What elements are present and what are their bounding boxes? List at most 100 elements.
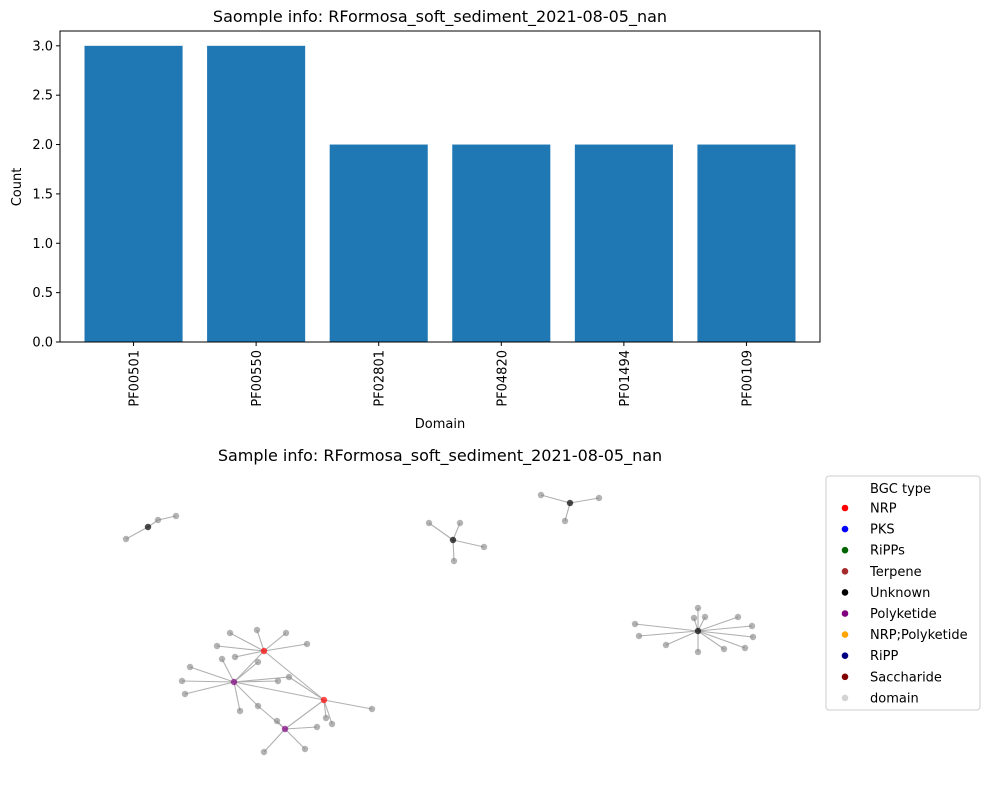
network-edge — [452, 539, 455, 562]
bar-chart-title: Saomple info: RFormosa_soft_sediment_202… — [213, 7, 667, 27]
network-edge — [233, 681, 241, 712]
y-tick-label: 0.5 — [32, 286, 53, 301]
domain-node — [701, 613, 709, 621]
network-edge — [638, 630, 699, 637]
x-tick-label: PF00109 — [740, 350, 755, 407]
x-axis-label: Domain — [415, 417, 465, 432]
network-nodes — [122, 491, 757, 756]
domain-node — [690, 614, 698, 622]
domain-node — [273, 717, 281, 725]
network-title: Sample info: RFormosa_soft_sediment_2021… — [218, 446, 662, 466]
bar — [452, 144, 551, 342]
network-edge — [665, 630, 699, 646]
bar-series — [84, 45, 796, 343]
bgc-node — [144, 523, 152, 531]
network-edge — [263, 650, 325, 701]
network-edge — [634, 623, 699, 632]
legend-marker — [841, 525, 849, 533]
network-edge — [540, 494, 571, 504]
domain-node — [694, 648, 702, 656]
legend-marker — [841, 673, 849, 681]
y-tick-label: 2.0 — [32, 138, 53, 153]
network-edge — [697, 630, 725, 650]
bar — [697, 144, 796, 342]
domain-node — [274, 677, 282, 685]
legend-label: PKS — [870, 523, 895, 538]
domain-node — [313, 723, 321, 731]
domain-node — [303, 640, 311, 648]
legend-marker — [841, 694, 849, 702]
network-edge — [697, 630, 754, 638]
network-edge — [284, 728, 306, 750]
y-tick-label: 3.0 — [32, 39, 53, 54]
domain-node — [154, 516, 162, 524]
x-tick-label: PF04820 — [495, 350, 510, 407]
domain-node — [749, 633, 757, 641]
domain-node — [282, 629, 290, 637]
legend-items: NRP PKS RiPPs Terpene Unknown Polyketide NRP;P… — [841, 502, 968, 706]
bgc-node — [449, 536, 457, 544]
domain-node — [253, 626, 261, 634]
domain-node — [301, 745, 309, 753]
network-edge — [284, 699, 325, 730]
domain-node — [635, 632, 643, 640]
network-edge — [189, 666, 235, 683]
x-tick-label: PF00501 — [128, 350, 143, 407]
domain-node — [734, 613, 742, 621]
network-edge — [263, 643, 308, 652]
y-tick-label: 2.5 — [32, 89, 53, 104]
legend-marker — [841, 568, 849, 575]
domain-node — [254, 702, 262, 710]
network-edge — [229, 632, 265, 652]
bar — [574, 144, 673, 342]
network-edge — [233, 681, 259, 707]
bar — [84, 45, 183, 343]
domain-node — [480, 543, 488, 551]
network-edge — [284, 726, 318, 730]
legend-frame — [825, 475, 981, 711]
legend-marker — [841, 631, 849, 638]
legend-marker — [841, 652, 849, 659]
domain-node — [186, 663, 194, 671]
legend: BGC type NRP PKS RiPPs Terpene Unknown Polyke… — [825, 475, 981, 711]
legend-label: Unknown — [870, 586, 930, 601]
bar — [207, 45, 306, 343]
network-edges — [125, 494, 754, 753]
network-edge — [234, 650, 265, 658]
network-edge — [221, 658, 235, 683]
legend-label: RiPPs — [870, 544, 905, 559]
domain-node — [694, 604, 702, 612]
domain-node — [322, 714, 330, 722]
network-edge — [233, 661, 259, 683]
domain-node — [122, 535, 130, 543]
legend-label: domain — [870, 691, 919, 706]
network-edge — [216, 645, 265, 652]
network-edge — [263, 632, 287, 652]
network-edge — [125, 526, 149, 540]
legend-label: NRP — [870, 502, 897, 517]
legend-marker — [841, 610, 849, 617]
network-edge — [233, 676, 290, 683]
domain-node — [218, 655, 226, 663]
network-edge — [323, 699, 373, 710]
network-edge — [569, 497, 600, 504]
domain-node — [425, 519, 433, 527]
domain-node — [231, 653, 239, 661]
network-edge — [263, 728, 286, 753]
y-tick-label: 1.5 — [32, 187, 53, 202]
domain-node — [662, 641, 670, 649]
domain-node — [178, 677, 186, 685]
domain-node — [254, 658, 262, 666]
domain-node — [720, 645, 728, 653]
legend-label: NRP;Polyketide — [870, 628, 968, 643]
network-graph: Sample info: RFormosa_soft_sediment_2021… — [122, 446, 757, 756]
domain-node — [631, 620, 639, 628]
domain-node — [561, 517, 569, 525]
domain-node — [595, 494, 603, 502]
legend-label: Terpene — [869, 565, 922, 580]
network-edge — [428, 522, 454, 541]
domain-node — [328, 720, 336, 728]
legend-label: RiPP — [870, 649, 898, 664]
y-tick-label: 0.0 — [32, 336, 53, 351]
